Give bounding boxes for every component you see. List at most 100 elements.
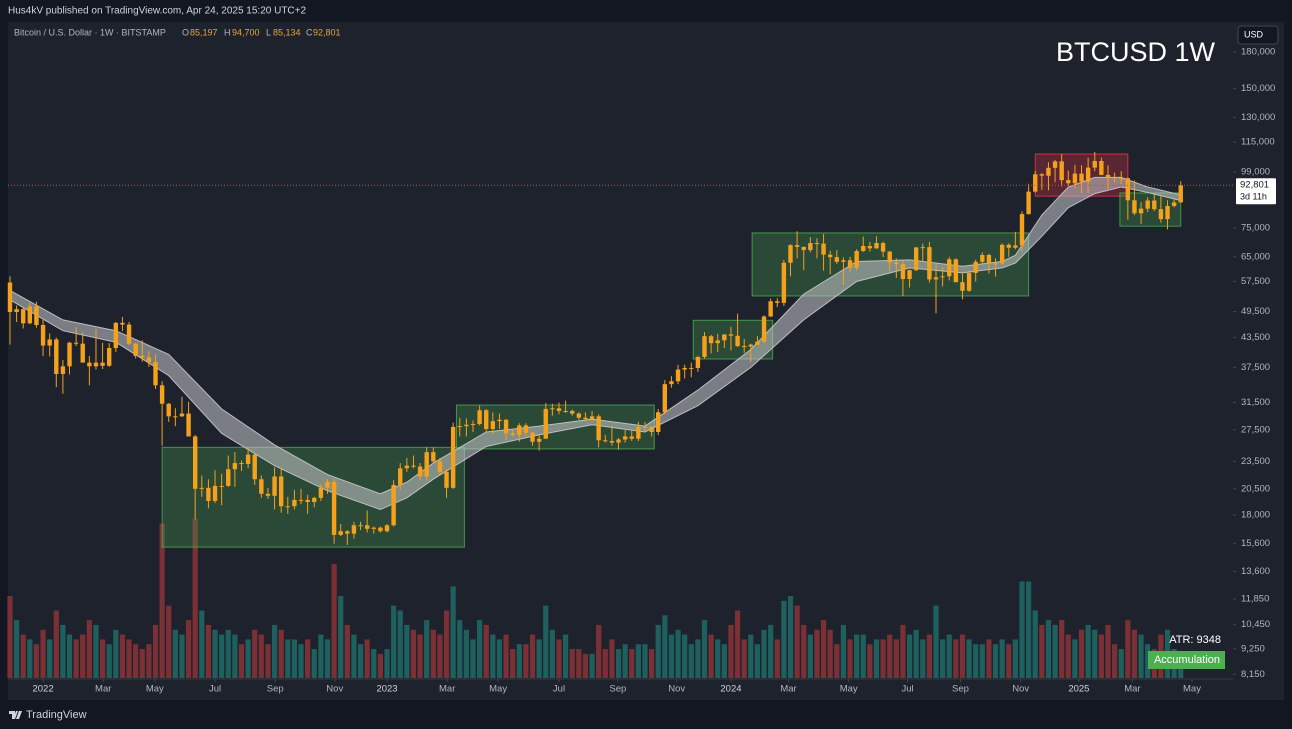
candle-body <box>966 272 972 291</box>
candle-body <box>940 276 945 278</box>
candle-body <box>689 367 694 369</box>
y-tick-label: 9,250 <box>1241 643 1265 654</box>
candle-body <box>1099 160 1104 175</box>
candle-body <box>490 421 496 430</box>
volume-bar <box>7 596 13 678</box>
candle-body <box>80 343 85 363</box>
candle-body <box>206 487 211 501</box>
volume-bar <box>60 624 66 678</box>
candle-body <box>54 339 59 374</box>
volume-bar <box>860 634 866 678</box>
candle-body <box>93 362 99 367</box>
price-label-box <box>1236 178 1276 205</box>
volume-bar <box>529 634 536 678</box>
volume-bar <box>893 639 899 678</box>
candle-body <box>669 381 674 385</box>
candle-body <box>437 461 443 472</box>
candle-body <box>510 433 515 435</box>
atr-label: ATR: 9348 <box>1169 634 1221 646</box>
x-tick-label: Jul <box>901 684 913 695</box>
volume-bar <box>688 644 694 678</box>
volume-bar <box>602 649 608 678</box>
volume-bar <box>662 615 668 678</box>
marks: 180,000 150,000 130,000 115,000 99,000 75,000… <box>7 47 1276 695</box>
y-tick-label: 15,600 <box>1241 538 1270 549</box>
volume-bar <box>933 605 939 678</box>
candle-body <box>947 259 952 277</box>
volume-bar <box>999 639 1005 678</box>
volume-bar <box>219 634 225 678</box>
volume-bar <box>807 634 813 678</box>
candle-body <box>649 426 654 432</box>
volume-bar <box>1039 624 1045 678</box>
volume-bar <box>397 610 403 678</box>
volume-bar <box>834 644 840 678</box>
candle-body <box>464 424 469 427</box>
volume-bar <box>655 624 661 678</box>
y-tick-label: 23,500 <box>1241 456 1270 467</box>
candle-body <box>60 366 66 374</box>
candle-body <box>47 339 52 346</box>
volume-bar <box>589 653 595 678</box>
volume-bar <box>741 639 747 678</box>
currency-badge[interactable] <box>1237 25 1279 45</box>
volume-bar <box>906 634 913 678</box>
volume-bar <box>1006 644 1012 678</box>
volume-bar <box>635 644 641 678</box>
volume-bar <box>27 639 33 678</box>
y-tick-label: 11,850 <box>1241 594 1269 605</box>
volume-bar <box>913 629 919 678</box>
volume-bar <box>238 644 245 678</box>
x-tick-label: Mar <box>95 684 111 695</box>
candle-body <box>543 408 548 439</box>
candle-body <box>351 525 357 534</box>
candle-body <box>834 257 839 262</box>
candle-body <box>755 341 760 345</box>
ohlc-value: 94,700 <box>232 27 260 37</box>
volume-bar <box>966 639 972 678</box>
x-tick-label: Nov <box>1012 684 1029 695</box>
candle-body <box>371 527 376 529</box>
volume-bar <box>794 605 800 678</box>
candle-body <box>73 342 79 344</box>
candle-body <box>140 355 145 358</box>
ema-line <box>9 176 1181 495</box>
volume-bar <box>781 600 787 678</box>
volume-bar <box>596 624 602 678</box>
candle-body <box>728 334 734 336</box>
candle-body <box>384 525 390 532</box>
candle-body <box>7 282 13 312</box>
volume-bar <box>523 644 529 678</box>
volume-bar <box>298 644 304 678</box>
candle-body <box>1072 173 1078 184</box>
volume-bar <box>212 629 218 678</box>
candle-body <box>40 325 46 346</box>
candle-body <box>907 270 912 280</box>
candle-body <box>821 243 826 255</box>
volume-bar <box>847 639 853 678</box>
volume-bar <box>920 639 926 678</box>
candle-body <box>768 301 773 317</box>
candle-body <box>245 454 251 464</box>
volume-bar <box>318 634 324 678</box>
candle-body <box>431 452 436 462</box>
candle-body <box>173 416 178 418</box>
x-tick-label: Sep <box>609 684 626 695</box>
candle-body <box>285 506 290 508</box>
volume-bar <box>701 620 708 678</box>
candle-body <box>338 531 343 535</box>
volume-bar <box>959 634 966 678</box>
volume-bar <box>351 634 357 678</box>
volume-bar <box>119 634 126 678</box>
candle-body <box>603 440 608 442</box>
volume-bar <box>192 518 198 678</box>
y-tick-label: 20,500 <box>1241 483 1270 494</box>
chart-title: BTCUSD 1W <box>1056 37 1216 67</box>
candle-body <box>808 243 813 251</box>
volume-bar <box>126 639 132 678</box>
candle-body <box>563 410 568 412</box>
candle-body <box>1006 244 1011 248</box>
x-tick-label: Mar <box>439 684 455 695</box>
candle-body <box>411 465 416 467</box>
candle-body <box>378 527 383 532</box>
